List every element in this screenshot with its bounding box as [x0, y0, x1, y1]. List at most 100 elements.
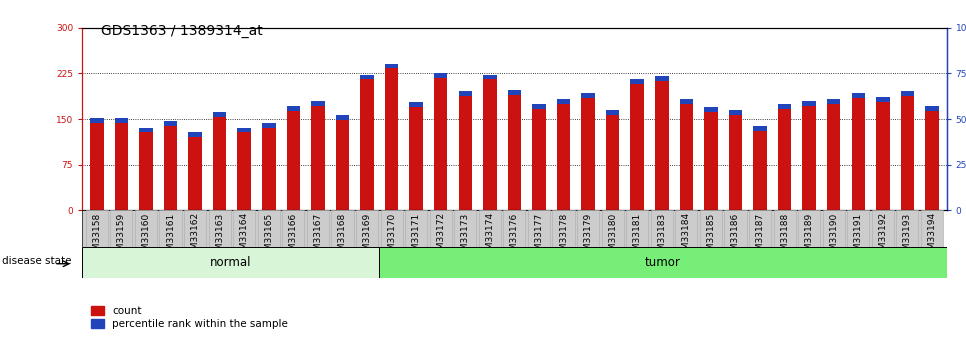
Bar [410, 102, 423, 107]
Text: GSM33183: GSM33183 [657, 212, 667, 262]
Bar [410, 107, 423, 210]
Bar [724, 210, 747, 247]
Text: GSM33173: GSM33173 [461, 212, 469, 262]
Bar [876, 97, 890, 102]
Text: GSM33186: GSM33186 [731, 212, 740, 262]
Bar [287, 106, 300, 111]
Bar [655, 81, 668, 210]
Bar [606, 110, 619, 115]
Bar [553, 210, 575, 247]
Text: GSM33159: GSM33159 [117, 212, 126, 262]
Bar [434, 73, 447, 78]
Bar [921, 210, 943, 247]
Bar [110, 210, 132, 247]
Bar [847, 210, 869, 247]
Bar [503, 210, 526, 247]
Bar [679, 104, 693, 210]
Bar [307, 210, 329, 247]
Bar [675, 210, 697, 247]
Bar [728, 110, 742, 115]
Bar [282, 210, 304, 247]
Bar [479, 210, 501, 247]
Bar [459, 96, 472, 210]
Text: GSM33164: GSM33164 [240, 212, 248, 262]
Bar [311, 101, 325, 106]
Bar [405, 210, 427, 247]
Bar [582, 98, 595, 210]
Text: GDS1363 / 1389314_at: GDS1363 / 1389314_at [101, 24, 263, 38]
Text: GSM33191: GSM33191 [854, 212, 863, 262]
Bar [704, 107, 718, 112]
Text: normal: normal [210, 256, 251, 269]
Text: GSM33192: GSM33192 [878, 212, 888, 262]
Bar [749, 210, 771, 247]
Bar [86, 210, 108, 247]
Bar [876, 102, 890, 210]
Bar [798, 210, 820, 247]
Text: GSM33180: GSM33180 [609, 212, 617, 262]
Bar [336, 120, 350, 210]
Bar [556, 99, 570, 104]
Bar [728, 115, 742, 210]
Bar [82, 247, 380, 278]
Bar [233, 210, 255, 247]
Bar [459, 91, 472, 96]
Bar [871, 210, 894, 247]
Bar [925, 111, 939, 210]
Text: GSM33170: GSM33170 [387, 212, 396, 262]
Bar [851, 93, 865, 98]
Bar [900, 91, 914, 96]
Bar [258, 210, 280, 247]
Bar [827, 104, 840, 210]
Text: GSM33178: GSM33178 [559, 212, 568, 262]
Bar [115, 123, 128, 210]
Bar [139, 128, 153, 132]
Bar [188, 137, 202, 210]
Bar [384, 68, 398, 210]
Bar [454, 210, 476, 247]
Bar [602, 210, 624, 247]
Bar [527, 210, 550, 247]
Bar [803, 101, 816, 106]
Text: GSM33162: GSM33162 [190, 212, 200, 262]
Text: GSM33161: GSM33161 [166, 212, 175, 262]
Bar [434, 78, 447, 210]
Text: GSM33190: GSM33190 [829, 212, 838, 262]
Text: GSM33171: GSM33171 [412, 212, 420, 262]
Bar [483, 75, 497, 79]
Bar [896, 210, 919, 247]
Bar [188, 132, 202, 137]
Bar [803, 106, 816, 210]
Bar [115, 118, 128, 123]
Text: GSM33165: GSM33165 [265, 212, 273, 262]
Bar [238, 132, 251, 210]
Bar [532, 109, 546, 210]
Bar [164, 121, 178, 126]
Bar [159, 210, 182, 247]
Bar [774, 210, 796, 247]
Legend: count, percentile rank within the sample: count, percentile rank within the sample [87, 302, 293, 333]
Bar [823, 210, 844, 247]
Text: GSM33169: GSM33169 [362, 212, 372, 262]
Bar [582, 93, 595, 98]
Bar [508, 90, 521, 95]
Text: GSM33177: GSM33177 [534, 212, 544, 262]
Bar [360, 75, 374, 79]
Text: GSM33172: GSM33172 [437, 212, 445, 262]
Bar [753, 131, 767, 210]
Text: GSM33166: GSM33166 [289, 212, 298, 262]
Bar [209, 210, 231, 247]
Bar [331, 210, 354, 247]
Bar [851, 98, 865, 210]
Bar [483, 79, 497, 210]
Bar [704, 112, 718, 210]
Bar [753, 126, 767, 131]
Text: GSM33158: GSM33158 [93, 212, 101, 262]
Bar [164, 126, 178, 210]
Text: GSM33176: GSM33176 [510, 212, 519, 262]
Bar [384, 63, 398, 68]
Text: GSM33163: GSM33163 [215, 212, 224, 262]
Text: GSM33184: GSM33184 [682, 212, 691, 262]
Bar [430, 210, 452, 247]
Bar [90, 123, 103, 210]
